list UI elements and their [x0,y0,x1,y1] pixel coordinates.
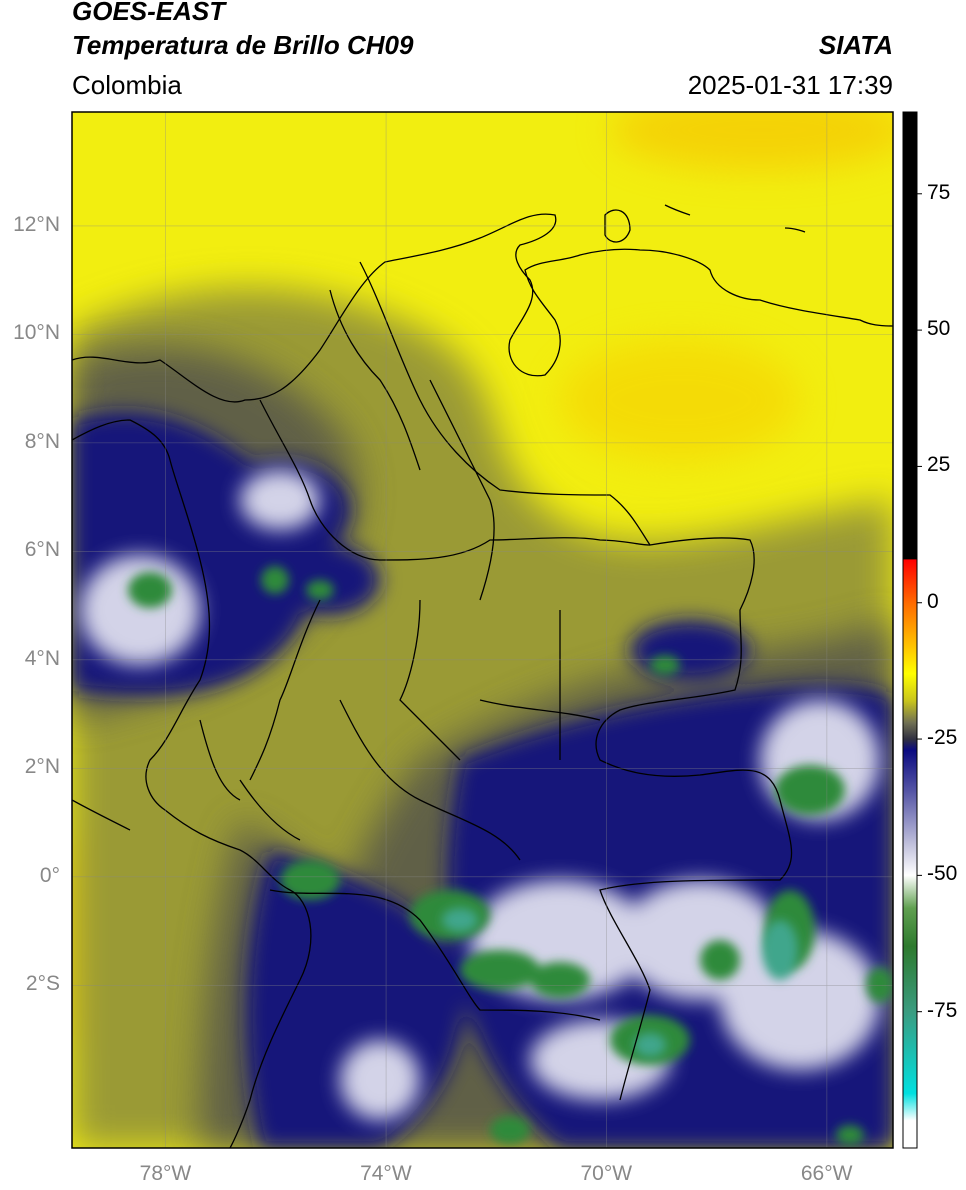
colorbar-tick-label: 0 [927,589,939,613]
lat-tick-label: 6°N [24,538,60,562]
lon-tick-label: 78°W [139,1162,192,1185]
brightness-temperature-field [72,112,893,1148]
colorbar-tick-label: -25 [927,726,958,750]
product-title: Temperatura de Brillo CH09 [72,30,414,60]
graticule [72,112,893,1148]
colorbar-tick-label: 25 [927,453,951,477]
lat-tick-label: 0° [39,863,60,887]
lat-tick-label: 4°N [24,646,60,670]
lat-tick-label: 2°N [24,755,60,779]
coastlines-and-borders [72,204,893,1148]
lon-tick-label: 70°W [580,1162,633,1185]
datetime-label: 2025-01-31 17:39 [687,70,893,100]
colorbar-tick-label: 50 [927,317,951,341]
colorbar-tick-label: -50 [927,862,958,886]
map-frame [71,111,894,1149]
colorbar-tick-label: 75 [927,180,951,204]
lat-tick-label: 2°S [25,972,60,996]
colorbar-tick-label: -75 [927,998,958,1022]
colorbar-bar [902,111,918,1149]
region-label: Colombia [72,70,182,100]
satellite-title: GOES-EAST [72,0,226,26]
lon-tick-label: 66°W [800,1162,853,1185]
colorbar [902,111,922,1149]
lat-tick-label: 12°N [13,212,60,236]
lon-tick-label: 74°W [360,1162,412,1185]
agency-label: SIATA [818,30,893,60]
lat-tick-label: 8°N [24,429,60,453]
lat-tick-label: 10°N [13,321,60,345]
